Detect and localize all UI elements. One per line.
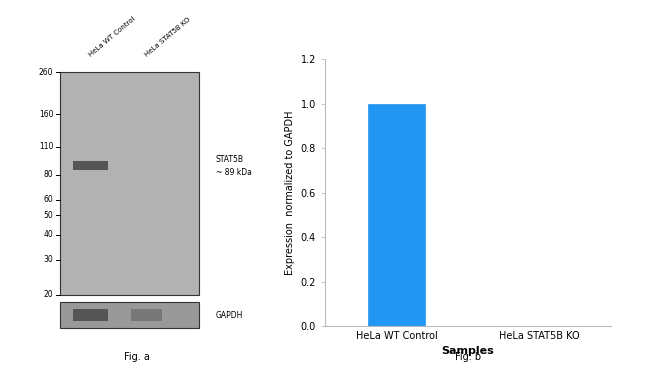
Text: HeLa STAT5B KO: HeLa STAT5B KO	[144, 16, 192, 58]
Text: 30: 30	[44, 255, 53, 264]
Bar	[73, 161, 109, 170]
Text: 40: 40	[44, 230, 53, 239]
Text: ~ 89 kDa: ~ 89 kDa	[216, 168, 252, 177]
Text: 160: 160	[39, 110, 53, 119]
Text: 110: 110	[39, 142, 53, 151]
Bar	[60, 72, 200, 295]
Text: 50: 50	[44, 211, 53, 220]
Text: 260: 260	[39, 68, 53, 77]
Text: 80: 80	[44, 170, 53, 179]
Y-axis label: Expression  normalized to GAPDH: Expression normalized to GAPDH	[285, 111, 295, 275]
Bar	[131, 309, 162, 321]
Bar	[60, 302, 200, 328]
Bar	[368, 104, 425, 326]
Bar	[73, 309, 109, 321]
Text: STAT5B: STAT5B	[216, 155, 244, 164]
Text: GAPDH: GAPDH	[216, 311, 243, 320]
Text: 20: 20	[44, 290, 53, 299]
Text: 60: 60	[44, 195, 53, 204]
Text: HeLa WT Control: HeLa WT Control	[88, 15, 136, 58]
Text: Fig. b: Fig. b	[455, 352, 481, 362]
Text: Fig. a: Fig. a	[124, 352, 150, 362]
X-axis label: Samples: Samples	[441, 345, 495, 355]
